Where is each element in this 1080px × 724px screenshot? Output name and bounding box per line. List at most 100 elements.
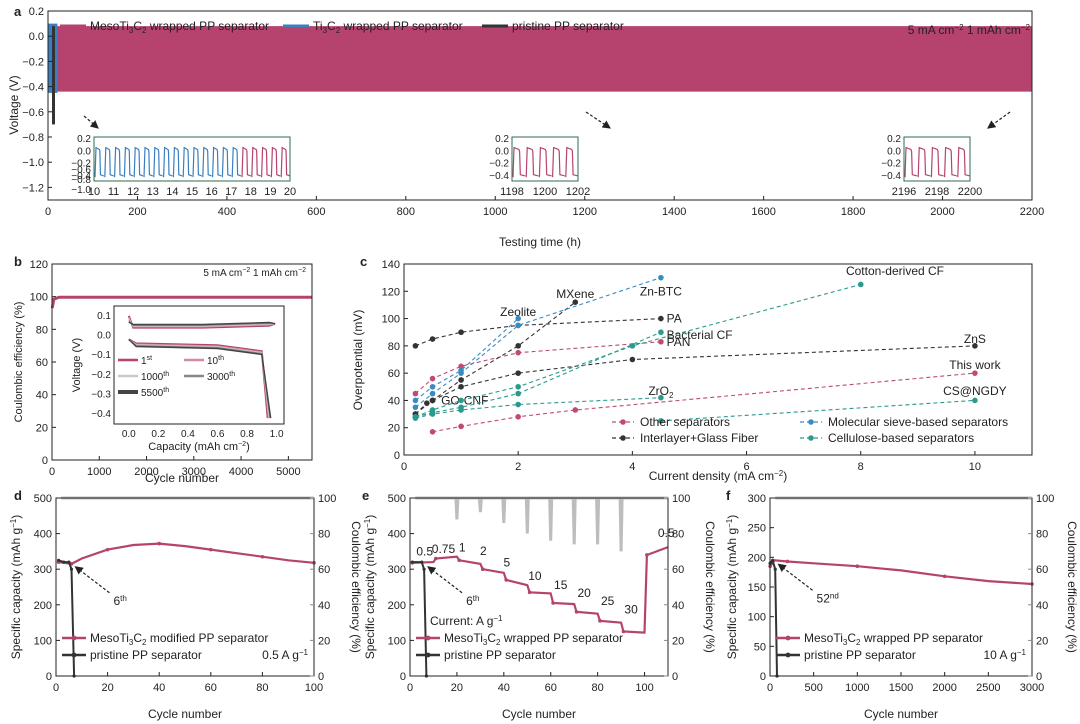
x-tick-label: 3000 <box>182 466 206 478</box>
inset-y-tick-label: −0.4 <box>71 171 91 182</box>
x-axis-label: Current density (mA cm−2​) <box>649 469 788 483</box>
data-point-ZnS <box>972 343 978 349</box>
x-tick-label: 20 <box>101 682 113 694</box>
y-axis-label: Specific capacity (mAh g−1​) <box>9 515 23 660</box>
series-label-ZnS: ZnS <box>964 332 986 346</box>
y-tick-label: 150 <box>748 582 766 594</box>
y2-tick-label: 0 <box>318 671 324 683</box>
series-label-PAN: PAN <box>667 335 691 349</box>
series-ce <box>50 295 312 309</box>
inset-x-tick-label: 0.0 <box>122 429 136 440</box>
x-tick-label: 2500 <box>976 682 1000 694</box>
x-tick-label: 1400 <box>662 206 686 218</box>
legend-marker <box>808 435 814 441</box>
series-meso-band <box>56 26 1033 92</box>
series-label-PA: PA <box>667 312 682 326</box>
inset-legend-label: 3000th​ <box>207 371 235 383</box>
legend-marker <box>620 419 626 425</box>
y-tick-label: 100 <box>382 314 400 326</box>
inset-cycle <box>133 146 144 178</box>
x-tick-label: 0 <box>401 461 407 473</box>
y2-tick-label: 80 <box>318 529 330 541</box>
annotation-arrow <box>74 566 110 594</box>
inset-x-tick-label: 10 <box>88 186 100 198</box>
y-tick-label: 100 <box>30 292 48 304</box>
inset-cycle <box>904 146 918 178</box>
data-point <box>62 560 66 564</box>
data-point-ZnS <box>629 356 636 363</box>
y-tick-label: 0.0 <box>29 31 44 43</box>
inset-x-tick-label: 2200 <box>958 186 982 198</box>
x-tick-label: 40 <box>153 682 165 694</box>
data-point <box>157 541 161 546</box>
data-point-MXene <box>515 343 521 349</box>
y2-axis-label: Coulombic efficiency (%) <box>349 521 363 653</box>
legend-marker <box>785 652 791 658</box>
y2-tick-label: 20 <box>318 635 330 647</box>
series-pristine-band <box>52 26 55 125</box>
legend-marker <box>785 635 791 641</box>
y-tick-label: 200 <box>388 600 406 612</box>
inset-y-tick-label: −0.3 <box>91 390 111 401</box>
y-tick-label: −0.2 <box>22 56 44 68</box>
x-tick-label: 0 <box>767 682 773 694</box>
y2-tick-label: 40 <box>672 600 684 612</box>
x-tick-label: 60 <box>205 682 217 694</box>
rate-step-label: 25 <box>601 594 615 608</box>
inset-y-tick-label: 0.0 <box>495 146 509 157</box>
panel-b-letter: b <box>14 254 22 269</box>
data-point-PAN <box>458 363 464 370</box>
annotation-arrow <box>777 563 813 591</box>
x-tick-label: 20 <box>451 682 463 694</box>
inset-x-tick-label: 15 <box>186 186 198 198</box>
series-pristine PP separator <box>769 558 778 677</box>
inset-cycle <box>512 146 526 178</box>
inset-cycle <box>270 146 281 178</box>
y2-tick-label: 60 <box>672 564 684 576</box>
data-point-ZrO2 <box>429 411 436 417</box>
y-tick-label: 300 <box>748 493 766 505</box>
inset-strip-curve <box>128 321 276 326</box>
y-tick-label: 0 <box>400 671 406 683</box>
x-tick-label: 800 <box>397 206 415 218</box>
inset-y-tick-label: −0.8 <box>71 175 91 186</box>
inset-pointer-arrow <box>987 111 1011 129</box>
y-tick-label: 250 <box>748 523 766 535</box>
annotation-arrow <box>427 566 463 594</box>
y2-tick-label: 40 <box>1036 600 1048 612</box>
legend-marker <box>71 652 77 658</box>
y2-tick-label: 0 <box>1036 671 1042 683</box>
annotation-label: 6th​ <box>113 594 126 608</box>
rate-step-label: 15 <box>554 578 568 592</box>
inset-cycle <box>172 146 183 178</box>
x-tick-label: 5000 <box>276 466 300 478</box>
data-point <box>410 560 414 564</box>
inset-legend-label: 1000th​ <box>141 371 169 383</box>
inset-cycle <box>944 146 957 178</box>
inset-y-tick-label: 0.2 <box>495 134 509 145</box>
inset-pointer-arrow <box>83 115 99 129</box>
x-tick-label: 2000 <box>932 682 956 694</box>
data-point <box>942 574 947 579</box>
y2-tick-label: 80 <box>1036 529 1048 541</box>
inset-cycle <box>94 146 104 178</box>
panel-e-frame <box>409 497 669 677</box>
y2-tick-label: 20 <box>672 635 684 647</box>
y-tick-label: 60 <box>36 357 48 369</box>
x-tick-label: 60 <box>545 682 557 694</box>
series-label-GO-CNF: GO-CNF <box>441 393 488 407</box>
annotation-label: 52nd​ <box>817 591 839 605</box>
x-tick-label: 500 <box>804 682 822 694</box>
inset-y-tick-label: 0.2 <box>887 134 901 145</box>
y-tick-label: 20 <box>388 423 400 435</box>
x-tick-label: 80 <box>592 682 604 694</box>
inset-x-tick-label: 16 <box>205 186 217 198</box>
inset-x-tick-label: 1.0 <box>270 429 284 440</box>
y-tick-label: 0 <box>46 671 52 683</box>
series-line-PA <box>415 318 661 347</box>
inset-frame <box>93 136 291 182</box>
inset-cycle <box>192 146 202 178</box>
data-point-Zn-BTC <box>515 322 521 329</box>
inset-x-tick-label: 14 <box>166 186 178 198</box>
legend-label: pristine PP separator <box>444 648 556 662</box>
